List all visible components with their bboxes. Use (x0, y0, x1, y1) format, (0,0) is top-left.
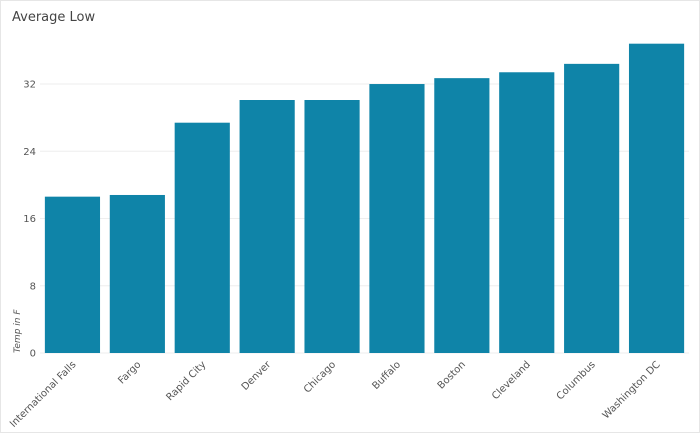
y-tick-label: 32 (23, 80, 36, 91)
bar (239, 100, 295, 353)
chart-title: Average Low (12, 10, 95, 25)
y-tick-label: 0 (30, 349, 36, 360)
y-axis-label: Temp in F (13, 309, 23, 353)
bar (434, 78, 490, 354)
bar (564, 63, 620, 353)
bar (499, 72, 555, 353)
bar (304, 100, 360, 353)
bar (109, 194, 165, 353)
bar (369, 84, 425, 353)
y-tick-label: 16 (23, 214, 36, 225)
bar (174, 122, 230, 353)
y-tick-label: 24 (23, 147, 36, 158)
y-tick-label: 8 (30, 281, 36, 292)
bar (628, 43, 685, 354)
bar (44, 196, 101, 353)
